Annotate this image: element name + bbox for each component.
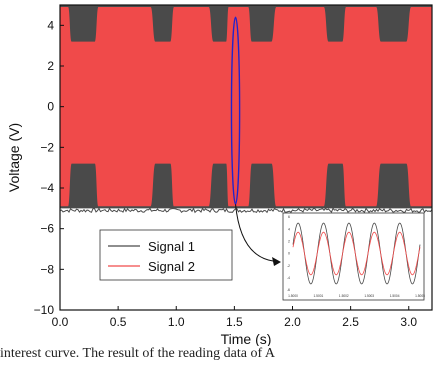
- x-tick-label: 2.0: [284, 315, 301, 329]
- x-tick-label: 1.5: [226, 315, 243, 329]
- inset-y-tick-label: 2: [288, 240, 290, 244]
- y-tick-label: 0: [47, 100, 54, 114]
- y-tick-label: −8: [40, 262, 54, 276]
- inset-x-tick-label: 1.5003: [364, 294, 374, 298]
- series-signal-1-baseline: [60, 207, 432, 214]
- y-tick-label: 4: [47, 18, 54, 32]
- x-tick-label: 3.0: [400, 315, 417, 329]
- x-tick-label: 0.0: [52, 315, 69, 329]
- annotation-arrow: [235, 204, 274, 262]
- legend-label-signal-1: Signal 1: [148, 239, 195, 254]
- inset-x-tick-label: 1.5001: [314, 294, 324, 298]
- inset-x-tick-label: 1.5000: [288, 294, 298, 298]
- y-tick-label: 2: [47, 59, 54, 73]
- inset-frame: [282, 212, 425, 301]
- x-tick-label: 2.5: [342, 315, 359, 329]
- x-tick-label: 0.5: [110, 315, 127, 329]
- annotation-arrowhead: [272, 257, 281, 266]
- inset-x-tick-label: 1.5004: [390, 294, 400, 298]
- inset-series-signal-1: [292, 222, 421, 285]
- legend-box: [99, 229, 233, 281]
- y-tick-label: −2: [40, 140, 54, 154]
- y-axis: −10 −8 −6 −4 −2 0 2 4: [34, 18, 64, 317]
- y-tick-label: −6: [40, 222, 54, 236]
- legend: Signal 1 Signal 2: [99, 229, 233, 281]
- x-axis: 0.0 0.5 1.0 1.5 2.0 2.5 3.0: [52, 306, 417, 329]
- x-tick-label: 1.0: [168, 315, 185, 329]
- series-signal-2-area: [60, 7, 432, 207]
- inset-y-tick-label: -6: [287, 288, 290, 292]
- plot-area: [60, 5, 432, 214]
- inset-series-signal-2: [292, 231, 421, 276]
- x-axis-title: Time (s): [221, 331, 272, 346]
- inset-chart: 1.5000 1.5001 1.5002 1.5003 1.5004 1.5005 6 4 2 0…: [282, 212, 425, 301]
- figure-caption: interest curve. The result of the readin…: [0, 346, 275, 361]
- chart: 0.0 0.5 1.0 1.5 2.0 2.5 3.0 −10 −8 −6 −4 −2 0 2 4 Tim…: [6, 4, 433, 346]
- inset-x-tick-label: 1.5002: [339, 294, 349, 298]
- inset-x-tick-label: 1.5005: [415, 294, 425, 298]
- inset-y-tick-label: 6: [288, 215, 290, 219]
- legend-label-signal-2: Signal 2: [148, 259, 195, 274]
- inset-y-tick-label: 0: [288, 252, 290, 256]
- inset-y-tick-label: 4: [288, 227, 290, 231]
- inset-y-tick-label: -4: [287, 276, 290, 280]
- plot-frame: [59, 4, 433, 311]
- inset-ticks: 1.5000 1.5001 1.5002 1.5003 1.5004 1.5005 6 4 2 0…: [287, 215, 425, 298]
- y-tick-label: −4: [40, 181, 54, 195]
- y-tick-label: −10: [34, 303, 55, 317]
- y-axis-title: Voltage (V): [6, 123, 22, 192]
- inset-y-tick-label: -2: [287, 264, 290, 268]
